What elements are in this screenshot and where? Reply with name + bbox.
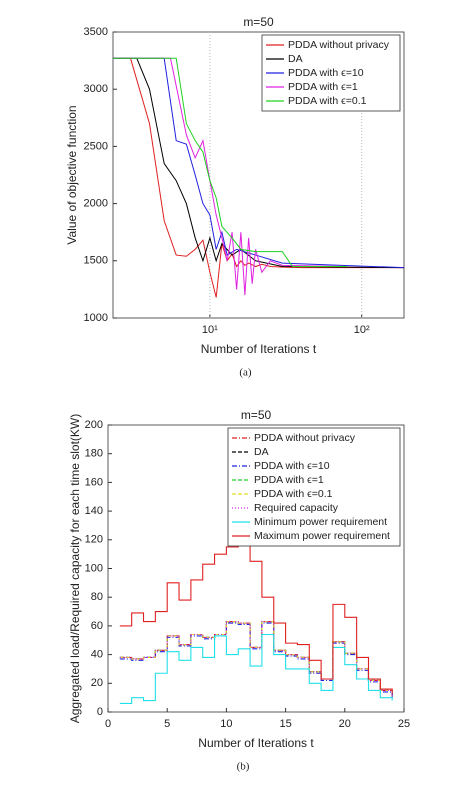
legend-label: PDDA with ϵ=10	[254, 460, 330, 472]
legend-label: PDDA without privacy	[254, 432, 356, 444]
series-line	[113, 57, 405, 269]
legend-box	[227, 427, 401, 547]
legend-label: Minimum power requirement	[254, 516, 387, 528]
legend-label: PDDA with ϵ=1	[288, 81, 358, 93]
y-tick-label: 40	[91, 649, 103, 661]
chart-title: m=50	[243, 15, 274, 29]
y-tick-label: 3000	[84, 83, 108, 95]
y-tick-label: 80	[91, 591, 103, 603]
legend-label: Required capacity	[254, 502, 339, 514]
x-axis-label: Number of Iterations t	[198, 736, 314, 750]
legend-label: Maximum power requirement	[254, 530, 390, 542]
legend-label: PDDA without privacy	[288, 39, 390, 51]
series-line	[113, 57, 405, 269]
caption: (a)	[239, 367, 252, 379]
y-tick-label: 100	[85, 562, 103, 574]
x-tick-label: 15	[279, 718, 291, 730]
x-tick-label: 10	[220, 718, 232, 730]
y-tick-label: 1500	[84, 255, 108, 267]
y-tick-label: 0	[97, 706, 103, 718]
series-line	[119, 543, 393, 694]
series-line	[119, 633, 393, 704]
x-tick-label: 10²	[354, 324, 370, 336]
legend-label: DA	[288, 53, 303, 65]
y-tick-label: 180	[85, 448, 103, 460]
y-axis-label: Aggregated load/Required capacity for ea…	[68, 414, 82, 724]
legend-label: PDDA with ϵ=10	[288, 67, 364, 79]
x-tick-label: 0	[105, 718, 111, 730]
x-tick-label: 10¹	[202, 324, 218, 336]
legend-label: PDDA with ϵ=0.1	[288, 95, 367, 107]
y-tick-label: 2500	[84, 140, 108, 152]
y-tick-label: 3500	[84, 26, 108, 38]
y-tick-label: 60	[91, 620, 103, 632]
series-line	[119, 621, 393, 697]
y-tick-label: 120	[85, 534, 103, 546]
y-tick-label: 200	[85, 419, 103, 431]
y-tick-label: 2000	[84, 198, 108, 210]
y-axis-label: Value of objective function	[65, 105, 79, 244]
legend-box	[261, 34, 401, 112]
chart-title: m=50	[241, 408, 272, 422]
y-tick-label: 1000	[84, 312, 108, 324]
y-tick-label: 160	[85, 476, 103, 488]
y-tick-label: 140	[85, 505, 103, 517]
x-tick-label: 25	[398, 718, 410, 730]
x-axis-label: Number of Iterations t	[201, 342, 317, 356]
series-line	[113, 57, 347, 296]
legend-label: DA	[254, 446, 269, 458]
legend-label: PDDA with ϵ=0.1	[254, 488, 333, 500]
series-line	[113, 57, 347, 268]
y-tick-label: 20	[91, 677, 103, 689]
x-tick-label: 5	[164, 718, 170, 730]
x-tick-label: 20	[339, 718, 351, 730]
caption: (b)	[237, 761, 250, 773]
legend-label: PDDA with ϵ=1	[254, 474, 324, 486]
